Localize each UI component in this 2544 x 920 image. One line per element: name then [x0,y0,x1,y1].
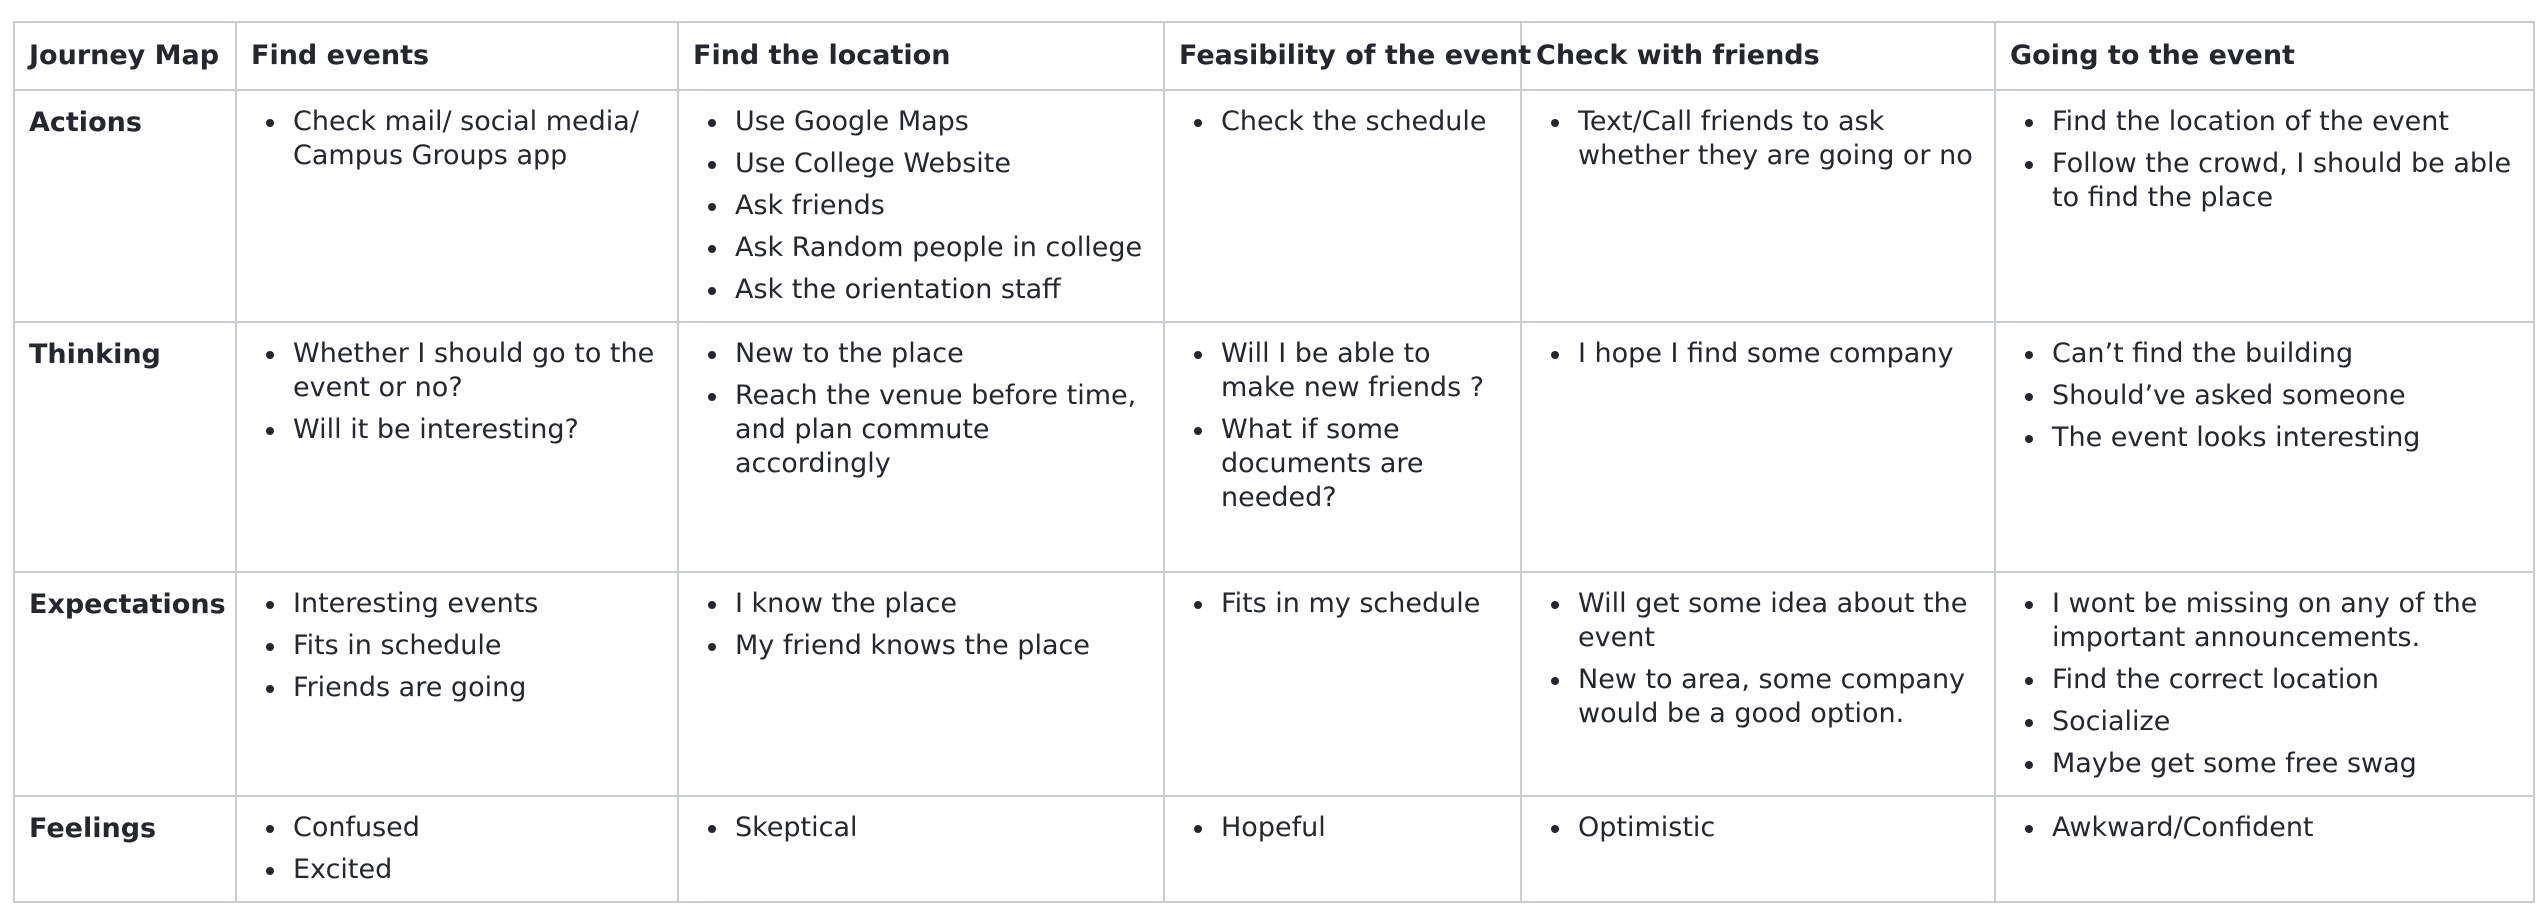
item-list: Text/Call friends to ask whether they ar… [1536,105,1984,173]
list-item: Should’ve asked someone [2025,379,2523,413]
cell-actions-check-friends: Text/Call friends to ask whether they ar… [1520,89,1996,323]
cell-feelings-feasibility: Hopeful [1163,795,1522,903]
list-item: Optimistic [1551,811,1984,845]
list-item: Use College Website [708,147,1153,181]
item-list: Check mail/ social media/ Campus Groups … [251,105,667,173]
item-list: I know the place My friend knows the plac… [693,587,1153,663]
corner-header: Journey Map [13,21,237,91]
journey-map-body: Actions Check mail/ social media/ Campus… [13,89,2535,903]
list-item: Find the correct location [2025,663,2523,697]
list-item: Ask the orientation staff [708,273,1153,307]
item-list: Will I be able to make new friends ? What… [1179,337,1510,515]
list-item: The event looks interesting [2025,421,2523,455]
item-list: Use Google Maps Use College Website Ask fr… [693,105,1153,307]
journey-map-container: Journey Map Find events Find the locatio… [13,21,2535,903]
list-item: Follow the crowd, I should be able to fi… [2025,147,2523,215]
stage-header-feasibility: Feasibility of the event [1163,21,1531,91]
item-list: Fits in my schedule [1179,587,1510,621]
cell-expectations-feasibility: Fits in my schedule [1163,571,1522,797]
cell-expectations-going-event: I wont be missing on any of the importan… [1994,571,2535,797]
list-item: Check mail/ social media/ Campus Groups … [266,105,667,173]
cell-thinking-check-friends: I hope I find some company [1520,321,1996,573]
item-list: Awkward/Confident [2010,811,2523,845]
cell-feelings-find-location: Skeptical [677,795,1165,903]
row-thinking: Thinking Whether I should go to the even… [13,321,2535,573]
row-label-thinking: Thinking [13,321,237,573]
item-list: Skeptical [693,811,1153,845]
header-row: Journey Map Find events Find the locatio… [13,21,2535,91]
row-label-expectations: Expectations [13,571,237,797]
cell-feelings-find-events: Confused Excited [235,795,679,903]
cell-actions-feasibility: Check the schedule [1163,89,1522,323]
stage-header-going-event: Going to the event [1994,21,2535,91]
list-item: What if some documents are needed? [1194,413,1510,515]
row-label-actions: Actions [13,89,237,323]
list-item: Text/Call friends to ask whether they ar… [1551,105,1984,173]
journey-map-table: Journey Map Find events Find the locatio… [13,21,2535,903]
list-item: Will it be interesting? [266,413,667,447]
cell-actions-going-event: Find the location of the event Follow the… [1994,89,2535,323]
list-item: Will I be able to make new friends ? [1194,337,1510,405]
cell-thinking-feasibility: Will I be able to make new friends ? What… [1163,321,1522,573]
list-item: Maybe get some free swag [2025,747,2523,781]
list-item: Skeptical [708,811,1153,845]
list-item: I know the place [708,587,1153,621]
item-list: Find the location of the event Follow the… [2010,105,2523,215]
cell-thinking-going-event: Can’t find the building Should’ve asked s… [1994,321,2535,573]
list-item: New to the place [708,337,1153,371]
cell-actions-find-events: Check mail/ social media/ Campus Groups … [235,89,679,323]
list-item: Reach the venue before time, and plan co… [708,379,1153,481]
list-item: Friends are going [266,671,667,705]
list-item: Ask friends [708,189,1153,223]
row-actions: Actions Check mail/ social media/ Campus… [13,89,2535,323]
list-item: My friend knows the place [708,629,1153,663]
cell-actions-find-location: Use Google Maps Use College Website Ask fr… [677,89,1165,323]
list-item: Fits in schedule [266,629,667,663]
cell-expectations-check-friends: Will get some idea about the event New to… [1520,571,1996,797]
item-list: Interesting events Fits in schedule Friend… [251,587,667,705]
list-item: Confused [266,811,667,845]
list-item: Fits in my schedule [1194,587,1510,621]
list-item: Socialize [2025,705,2523,739]
list-item: Excited [266,853,667,887]
list-item: Check the schedule [1194,105,1510,139]
list-item: Use Google Maps [708,105,1153,139]
list-item: New to area, some company would be a goo… [1551,663,1984,731]
item-list: Hopeful [1179,811,1510,845]
stage-header-check-friends: Check with friends [1520,21,1996,91]
item-list: Will get some idea about the event New to… [1536,587,1984,731]
cell-thinking-find-events: Whether I should go to the event or no? W… [235,321,679,573]
list-item: Can’t find the building [2025,337,2523,371]
list-item: Will get some idea about the event [1551,587,1984,655]
stage-header-find-location: Find the location [677,21,1165,91]
item-list: I hope I find some company [1536,337,1984,371]
list-item: Ask Random people in college [708,231,1153,265]
cell-feelings-check-friends: Optimistic [1520,795,1996,903]
cell-feelings-going-event: Awkward/Confident [1994,795,2535,903]
row-expectations: Expectations Interesting events Fits in s… [13,571,2535,797]
cell-expectations-find-location: I know the place My friend knows the plac… [677,571,1165,797]
list-item: Hopeful [1194,811,1510,845]
row-label-feelings: Feelings [13,795,237,903]
list-item: Whether I should go to the event or no? [266,337,667,405]
item-list: Whether I should go to the event or no? W… [251,337,667,447]
item-list: Check the schedule [1179,105,1510,139]
item-list: Can’t find the building Should’ve asked s… [2010,337,2523,455]
item-list: Optimistic [1536,811,1984,845]
item-list: I wont be missing on any of the importan… [2010,587,2523,781]
stage-header-find-events: Find events [235,21,679,91]
cell-thinking-find-location: New to the place Reach the venue before t… [677,321,1165,573]
list-item: Find the location of the event [2025,105,2523,139]
row-feelings: Feelings Confused Excited Skeptical Hopef… [13,795,2535,903]
item-list: New to the place Reach the venue before t… [693,337,1153,481]
list-item: Awkward/Confident [2025,811,2523,845]
cell-expectations-find-events: Interesting events Fits in schedule Friend… [235,571,679,797]
item-list: Confused Excited [251,811,667,887]
list-item: Interesting events [266,587,667,621]
list-item: I hope I find some company [1551,337,1984,371]
list-item: I wont be missing on any of the importan… [2025,587,2523,655]
